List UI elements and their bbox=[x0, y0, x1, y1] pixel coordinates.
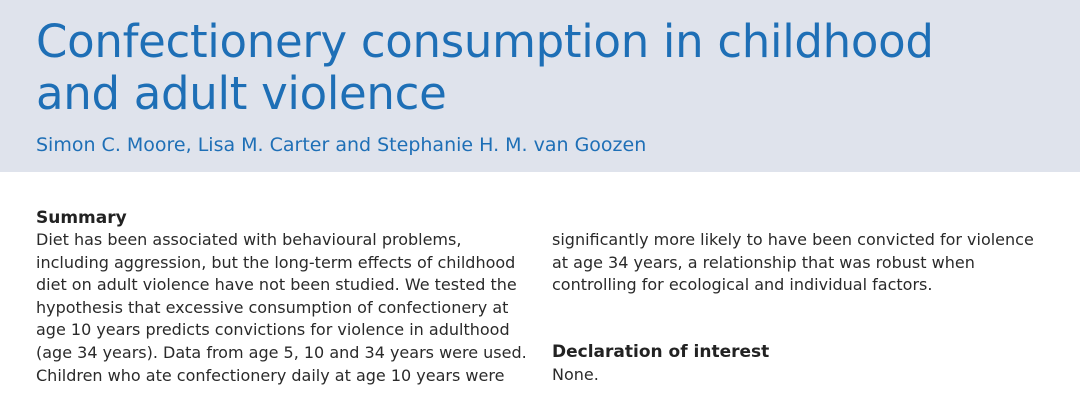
summary-line: age 10 years predicts convictions for vi… bbox=[36, 320, 510, 340]
summary-line: controlling for ecological and individua… bbox=[552, 275, 933, 295]
summary-line: significantly more likely to have been c… bbox=[552, 230, 1034, 249]
summary-right-column: significantly more likely to have been c… bbox=[552, 229, 1034, 297]
declaration-heading: Declaration of interest bbox=[552, 342, 770, 362]
declaration-text: None. bbox=[552, 365, 599, 384]
summary-line: (age 34 years). Data from age 5, 10 and … bbox=[36, 342, 527, 362]
article-authors: Simon C. Moore, Lisa M. Carter and Steph… bbox=[36, 134, 647, 156]
summary-line: Children who ate confectionery daily at … bbox=[36, 365, 505, 385]
article-title-line: and adult violence bbox=[36, 67, 447, 120]
summary-left-column: Diet has been associated with behavioura… bbox=[36, 229, 527, 387]
summary-line: diet on adult violence have not been stu… bbox=[36, 275, 517, 295]
summary-line: at age 34 years, a relationship that was… bbox=[552, 252, 975, 272]
article-title: Confectionery consumption in childhood a… bbox=[36, 16, 1036, 120]
article-title-line: Confectionery consumption in childhood bbox=[36, 15, 934, 68]
summary-line: hypothesis that excessive consumption of… bbox=[36, 297, 509, 317]
summary-line: Diet has been associated with behavioura… bbox=[36, 230, 462, 249]
title-banner bbox=[0, 0, 1080, 172]
summary-line: including aggression, but the long-term … bbox=[36, 252, 516, 272]
summary-heading: Summary bbox=[36, 208, 127, 228]
